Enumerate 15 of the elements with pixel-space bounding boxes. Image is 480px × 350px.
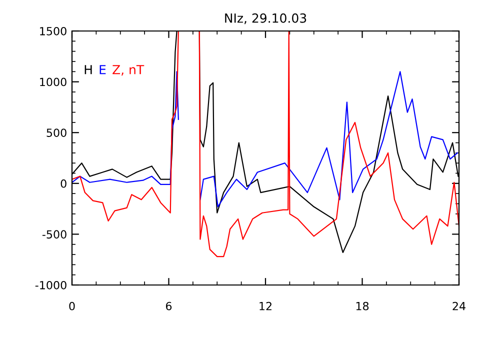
x-tick-label: 18 bbox=[356, 302, 369, 310]
y-tick-label: 500 bbox=[46, 128, 66, 137]
y-tick-label: 0 bbox=[60, 179, 66, 188]
y-tick-label: 1000 bbox=[40, 78, 66, 86]
y-tick-label: 1500 bbox=[40, 26, 66, 36]
text: E bbox=[100, 65, 106, 74]
text: H bbox=[84, 65, 92, 74]
x-tick-label: 24 bbox=[452, 302, 466, 310]
chart-title: NIz, 29.10.03 bbox=[225, 13, 306, 24]
x-tick-label: 0 bbox=[69, 302, 75, 310]
y-tick-label: -1000 bbox=[35, 280, 66, 290]
x-tick-label: 12 bbox=[260, 302, 272, 310]
text: Z, nT bbox=[112, 65, 144, 76]
y-tick-label: -500 bbox=[42, 230, 66, 239]
x-tick-label: 6 bbox=[166, 302, 172, 310]
